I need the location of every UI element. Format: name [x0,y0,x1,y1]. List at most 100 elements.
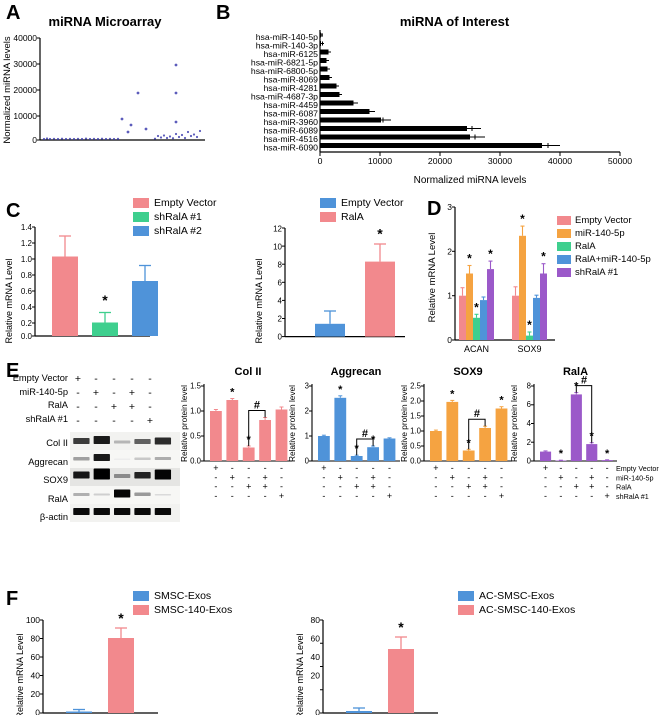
svg-text:6: 6 [278,279,283,288]
svg-text:-: - [322,491,325,501]
svg-text:1.0: 1.0 [190,407,202,416]
svg-text:-: - [247,491,250,501]
svg-text:Normalized miRNA levels: Normalized miRNA levels [2,36,13,143]
svg-text:#: # [474,408,480,420]
svg-text:60: 60 [31,652,41,662]
svg-text:*: * [398,619,404,635]
svg-text:-: - [148,373,152,385]
svg-text:100: 100 [26,615,40,625]
svg-text:-: - [467,491,470,501]
svg-text:Relative protein level: Relative protein level [179,385,189,462]
svg-text:-: - [76,387,80,399]
svg-text:0.0: 0.0 [410,457,422,466]
svg-text:10000: 10000 [13,111,37,121]
svg-text:0: 0 [527,457,532,466]
svg-text:-: - [76,415,80,427]
svg-text:*: * [559,448,564,460]
svg-text:-: - [130,373,134,385]
svg-text:RalA: RalA [616,483,632,492]
svg-text:*: * [338,384,343,396]
svg-text:*: * [520,212,525,226]
svg-text:0: 0 [305,457,310,466]
svg-text:0.2: 0.2 [21,319,33,328]
svg-text:+: + [499,491,504,501]
svg-text:*: * [605,448,610,460]
svg-text:miR-140-5p: miR-140-5p [616,473,654,482]
svg-text:0: 0 [35,708,40,715]
svg-text:Relative protein level: Relative protein level [399,385,409,462]
svg-text:+: + [111,401,117,413]
svg-text:50000: 50000 [608,156,632,166]
svg-text:2.5: 2.5 [410,382,422,391]
svg-text:Col II: Col II [235,366,262,378]
svg-text:30000: 30000 [13,59,37,69]
svg-text:0: 0 [32,135,37,145]
svg-text:1: 1 [305,432,309,441]
svg-text:-: - [231,491,234,501]
svg-text:0.5: 0.5 [410,442,422,451]
svg-text:20000: 20000 [13,85,37,95]
svg-text:8: 8 [278,261,283,270]
svg-text:30000: 30000 [488,156,512,166]
svg-text:+: + [279,491,284,501]
svg-text:-: - [559,491,562,501]
svg-text:+: + [129,401,135,413]
svg-text:-: - [76,401,80,413]
svg-text:-: - [484,491,487,501]
svg-text:*: * [488,247,493,261]
svg-text:-: - [339,491,342,501]
svg-text:shRalA #1: shRalA #1 [616,492,649,501]
svg-text:6: 6 [527,400,531,409]
svg-text:2.0: 2.0 [410,397,422,406]
svg-text:*: * [102,292,108,308]
svg-text:+: + [147,415,153,427]
svg-text:+: + [387,491,392,501]
svg-text:2: 2 [278,315,283,324]
svg-text:0.5: 0.5 [190,432,202,441]
svg-text:0.0: 0.0 [190,457,202,466]
svg-text:-: - [434,491,437,501]
svg-text:3: 3 [447,202,452,212]
svg-text:-: - [94,401,98,413]
svg-text:1.5: 1.5 [410,412,422,421]
svg-text:Normalized miRNA levels: Normalized miRNA levels [414,175,527,186]
svg-text:0.8: 0.8 [21,271,33,280]
svg-text:80: 80 [311,615,321,625]
svg-text:-: - [94,415,98,427]
svg-text:40: 40 [311,652,321,662]
svg-text:-: - [544,491,547,501]
svg-text:+: + [604,491,609,501]
svg-text:*: * [467,252,472,266]
svg-text:*: * [377,226,383,242]
svg-text:+: + [75,373,81,385]
svg-text:-: - [264,491,267,501]
svg-text:Aggrecan: Aggrecan [331,366,382,378]
svg-text:80: 80 [31,634,41,644]
svg-text:#: # [362,428,368,440]
svg-text:+: + [93,387,99,399]
svg-text:10: 10 [273,243,282,252]
svg-text:*: * [118,610,124,626]
svg-text:-: - [148,401,152,413]
svg-text:0.4: 0.4 [21,303,33,312]
svg-text:Relative mRNA Level: Relative mRNA Level [427,233,438,323]
svg-text:Relative protein level: Relative protein level [287,385,297,462]
svg-text:ACAN: ACAN [464,344,489,354]
svg-text:*: * [527,318,532,332]
svg-text:-: - [372,491,375,501]
svg-text:40: 40 [31,671,41,681]
svg-text:hsa-miR-6090: hsa-miR-6090 [263,143,318,153]
svg-text:8: 8 [527,382,531,391]
svg-text:*: * [499,395,504,407]
svg-text:20000: 20000 [428,156,452,166]
svg-text:SOX9: SOX9 [517,344,541,354]
svg-text:1.2: 1.2 [21,239,33,248]
svg-text:0: 0 [318,156,323,166]
svg-text:-: - [451,491,454,501]
svg-text:Relative protein level: Relative protein level [509,385,519,462]
svg-text:SOX9: SOX9 [453,366,482,378]
svg-text:40000: 40000 [548,156,572,166]
svg-text:2: 2 [527,438,531,447]
svg-text:Relative mRNA Level: Relative mRNA Level [254,258,264,343]
svg-text:-: - [112,387,116,399]
